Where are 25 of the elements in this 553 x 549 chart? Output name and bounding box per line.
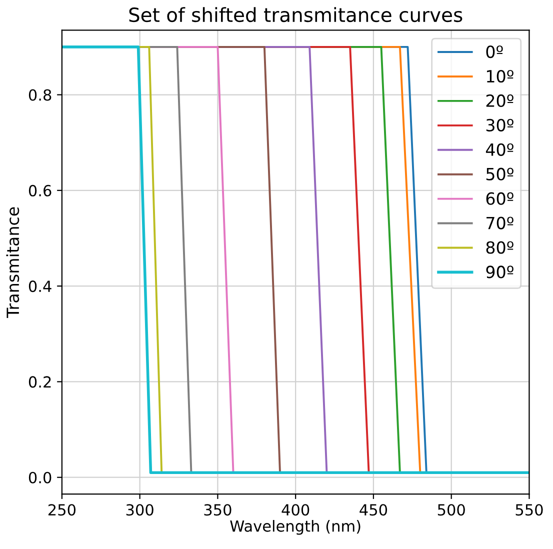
legend-label: 50º xyxy=(486,168,514,180)
x-tick-label: 300 xyxy=(126,504,154,516)
x-tick-label: 350 xyxy=(204,504,232,516)
chart-title: Set of shifted transmitance curves xyxy=(129,7,462,22)
legend-label: 80º xyxy=(486,241,514,254)
legend-label: 0º xyxy=(486,45,503,58)
legend-label: 30º xyxy=(486,118,514,132)
x-tick-label: 400 xyxy=(282,504,310,516)
x-tick-label: 500 xyxy=(438,504,465,516)
x-tick-label: 450 xyxy=(360,504,388,516)
y-axis-title: Transmitance xyxy=(6,207,20,318)
legend-label: 20º xyxy=(486,94,514,108)
legend-label: 10º xyxy=(486,70,514,83)
y-tick-label: 0.6 xyxy=(28,184,52,196)
legend-label: 60º xyxy=(486,192,514,205)
y-tick-label: 0.0 xyxy=(28,472,52,484)
y-tick-label: 0.8 xyxy=(28,89,52,101)
legend-label: 70º xyxy=(486,216,514,230)
x-axis-title: Wavelength (nm) xyxy=(230,520,360,535)
y-tick-label: 0.4 xyxy=(28,280,52,292)
legend-label: 90º xyxy=(486,266,514,278)
y-tick-label: 0.2 xyxy=(28,376,51,388)
x-tick-label: 550 xyxy=(516,504,543,516)
legend-label: 40º xyxy=(486,143,514,156)
x-tick-label: 250 xyxy=(48,504,76,516)
